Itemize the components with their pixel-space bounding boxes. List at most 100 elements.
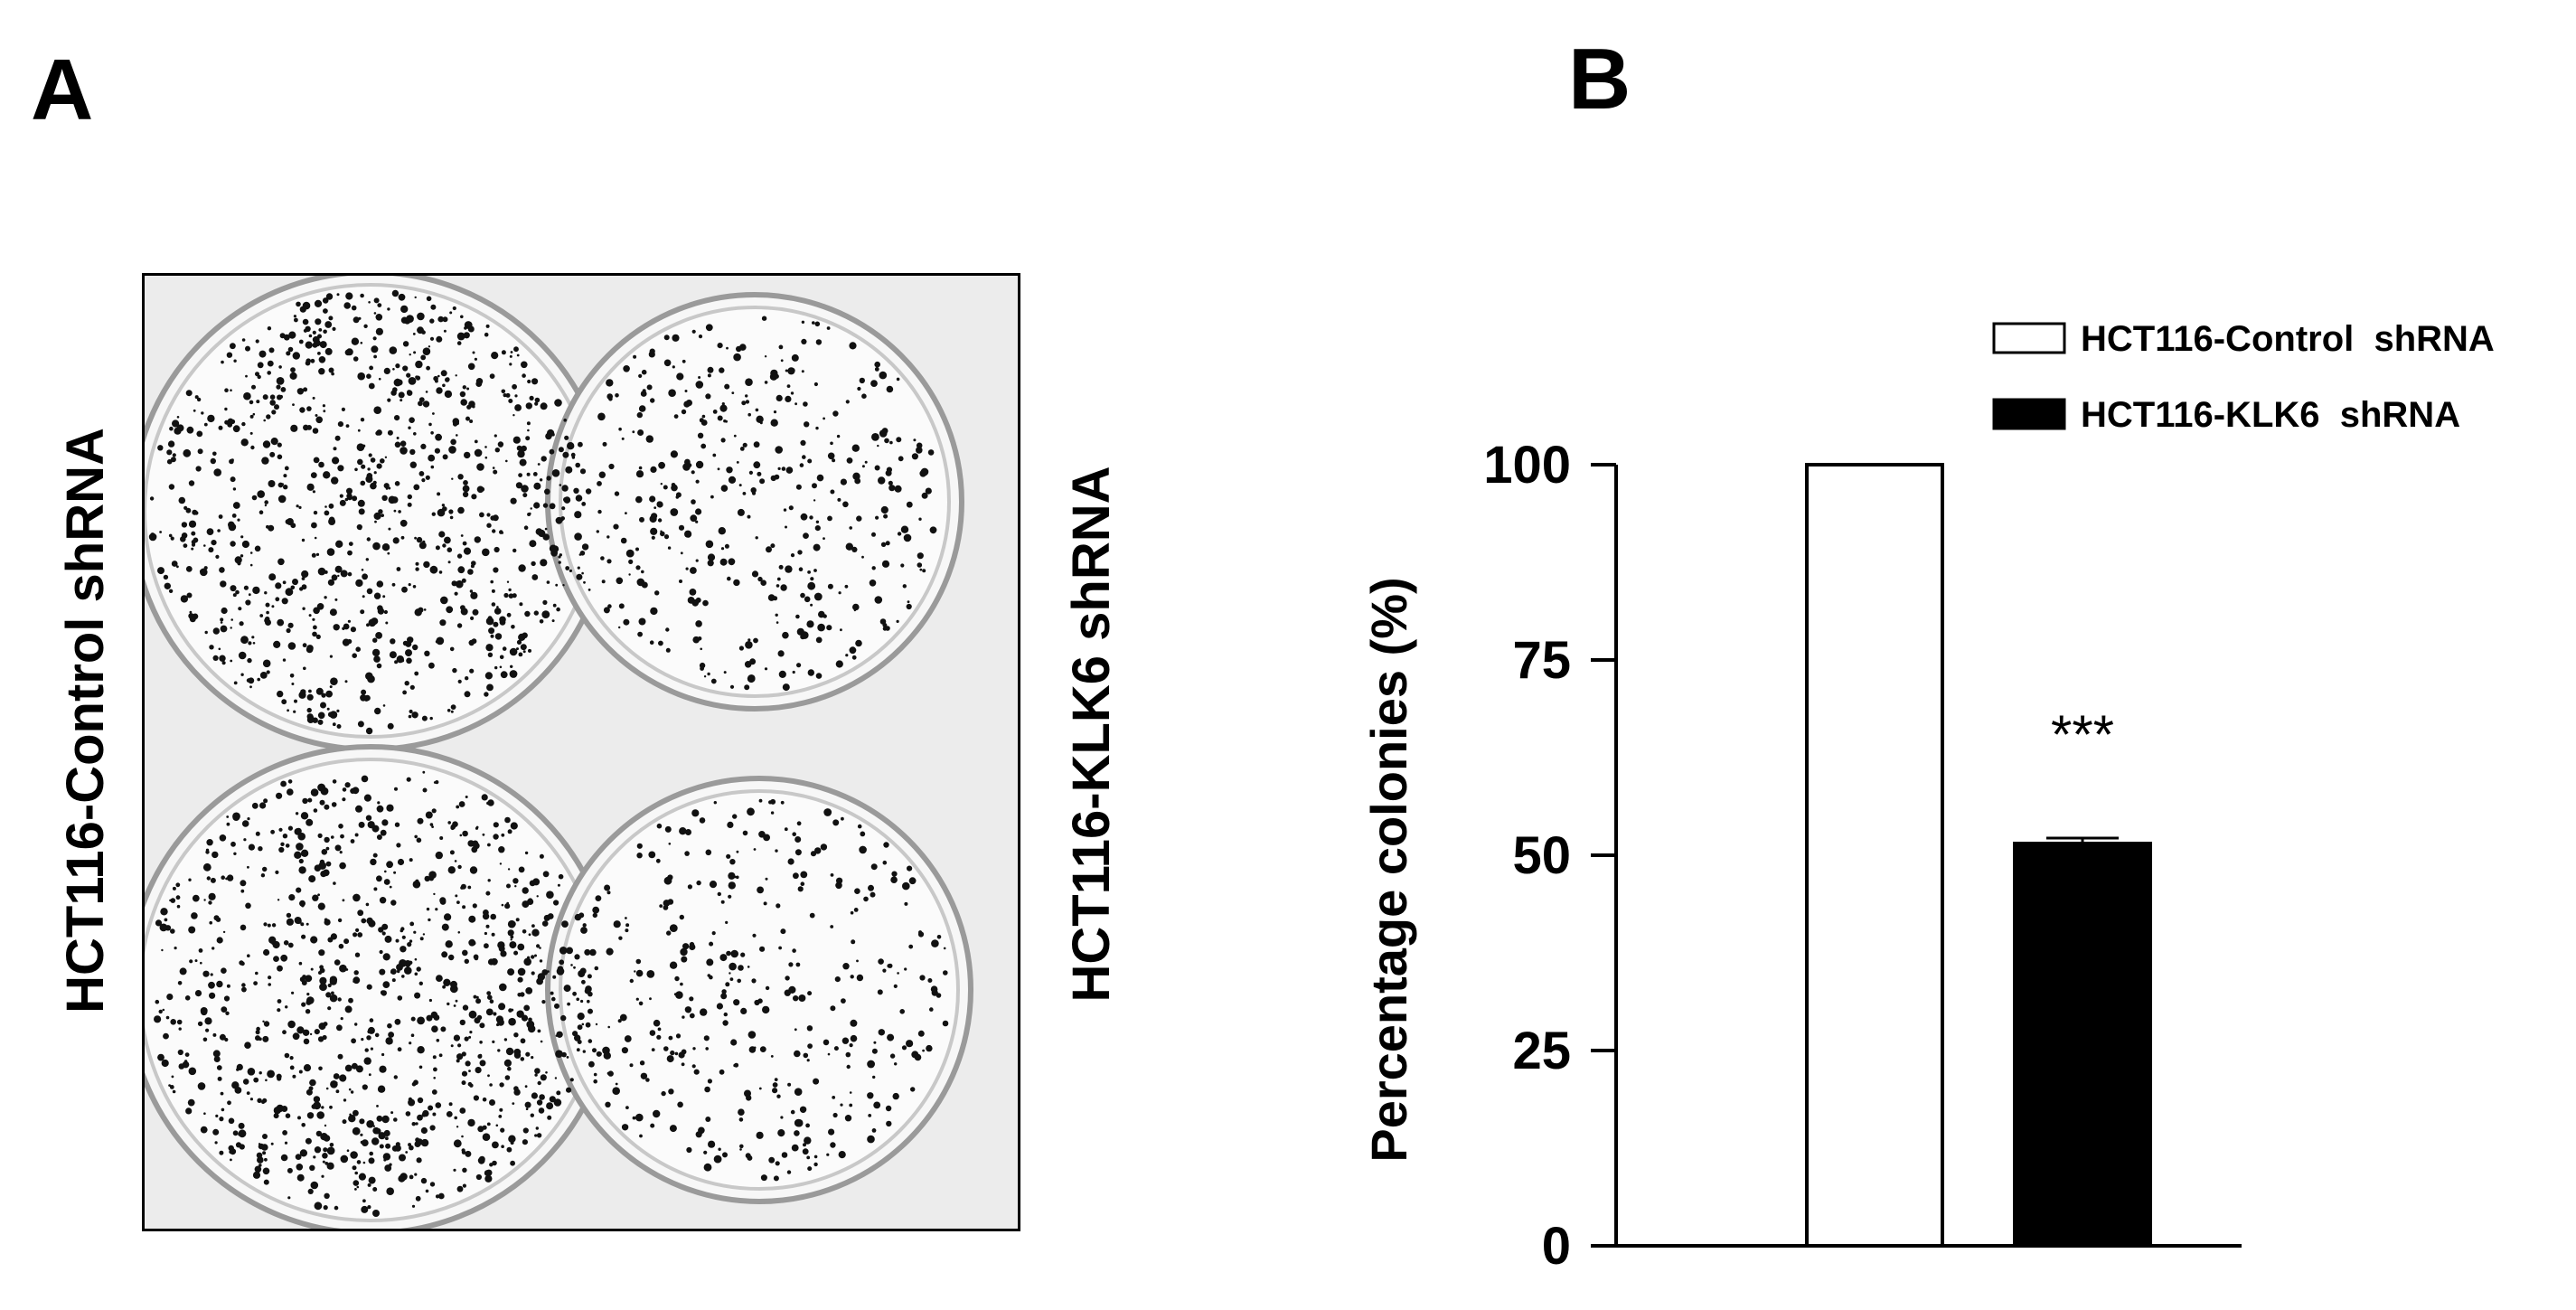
colony-dot	[257, 1156, 264, 1164]
colony-dot	[799, 463, 804, 467]
colony-dot	[541, 1000, 546, 1004]
colony-dot	[170, 536, 174, 541]
colony-dot	[380, 458, 385, 464]
colony-dot	[324, 804, 330, 810]
colony-dot	[287, 788, 294, 796]
colony-dot	[194, 511, 199, 515]
colony-dot	[442, 985, 446, 989]
colony-dot	[512, 414, 515, 417]
colony-dot	[237, 518, 240, 522]
colony-dot	[249, 400, 254, 405]
colony-dot	[261, 457, 269, 465]
colony-dot	[230, 841, 236, 847]
colony-dot	[289, 372, 297, 380]
colony-dot	[149, 496, 155, 501]
colony-dot	[747, 412, 751, 417]
colony-dot	[176, 565, 179, 569]
colony-dot	[800, 592, 805, 598]
colony-dot	[871, 433, 879, 441]
colony-dot	[569, 1078, 574, 1082]
colony-dot	[262, 659, 271, 668]
colony-dot	[414, 296, 417, 299]
colony-dot	[446, 606, 454, 614]
colony-dot	[251, 802, 259, 809]
colony-dot	[375, 327, 383, 335]
colony-dot	[254, 545, 261, 552]
colony-dot	[429, 823, 434, 826]
colony-dot	[292, 1074, 296, 1079]
colony-dot	[361, 569, 364, 571]
colony-dot	[372, 1187, 378, 1192]
colony-dot	[731, 391, 735, 394]
colony-dot	[707, 366, 714, 373]
colony-dot	[462, 905, 466, 909]
colony-dot	[257, 374, 261, 380]
colony-dot	[352, 1165, 357, 1171]
colony-dot	[377, 1085, 386, 1093]
colony-dot	[760, 580, 766, 586]
colony-dot	[582, 923, 587, 928]
colony-dot	[563, 419, 567, 422]
colony-dot	[869, 580, 877, 587]
colony-dot	[871, 566, 876, 570]
colony-dot	[491, 352, 499, 360]
colony-dot	[456, 434, 458, 437]
colony-dot	[327, 712, 334, 718]
colony-dot	[454, 860, 457, 862]
colony-dot	[452, 421, 458, 427]
colony-dot	[777, 467, 781, 470]
colony-dot	[328, 518, 336, 525]
colony-dot	[525, 1051, 531, 1057]
colony-dot	[566, 1087, 572, 1093]
colony-dot	[407, 942, 412, 947]
colony-dot	[503, 1059, 512, 1067]
colony-dot	[282, 1030, 287, 1035]
colony-dot	[358, 316, 362, 320]
colony-dot	[532, 472, 538, 476]
colony-dot	[305, 341, 313, 349]
colony-dot	[232, 812, 240, 821]
colony-dot	[363, 324, 368, 328]
colony-dot	[292, 352, 300, 360]
colony-dot	[524, 1101, 531, 1108]
colony-dot	[561, 506, 566, 511]
colony-dot	[277, 454, 283, 460]
colony-dot	[658, 640, 663, 646]
colony-dot	[747, 638, 751, 642]
colony-dot	[259, 672, 268, 679]
colony-dot	[163, 1032, 169, 1040]
colony-dot	[539, 478, 543, 482]
colony-dot	[896, 377, 900, 382]
colony-dot	[176, 416, 180, 419]
colony-dot	[918, 517, 922, 521]
colony-dot	[391, 289, 400, 297]
colony-dot	[362, 444, 366, 448]
colony-dot	[879, 429, 888, 438]
colony-dot	[545, 1071, 548, 1074]
colony-dot	[484, 943, 489, 949]
colony-dot	[723, 419, 727, 423]
colony-dot	[356, 1160, 362, 1164]
colony-dot	[455, 374, 457, 377]
colony-dot	[859, 377, 865, 384]
colony-dot	[306, 406, 312, 411]
colony-dot	[360, 293, 364, 298]
colony-dot	[550, 991, 554, 995]
colony-dot	[723, 671, 727, 674]
colony-dot	[277, 394, 282, 401]
colony-dot	[447, 866, 456, 874]
colony-dot	[549, 503, 556, 510]
colony-dot	[400, 447, 408, 455]
colony-dot	[248, 641, 252, 646]
colony-dot	[531, 1056, 534, 1060]
colony-dot	[218, 647, 221, 651]
colony-dot	[411, 712, 418, 719]
colony-dot	[429, 716, 433, 721]
colony-dot	[394, 415, 400, 421]
colony-dot	[880, 542, 887, 547]
colony-dot	[489, 1163, 494, 1167]
colony-dot	[344, 782, 351, 788]
colony-dot	[473, 994, 477, 999]
colony-dot	[477, 1054, 483, 1059]
colony-dot	[342, 899, 345, 902]
